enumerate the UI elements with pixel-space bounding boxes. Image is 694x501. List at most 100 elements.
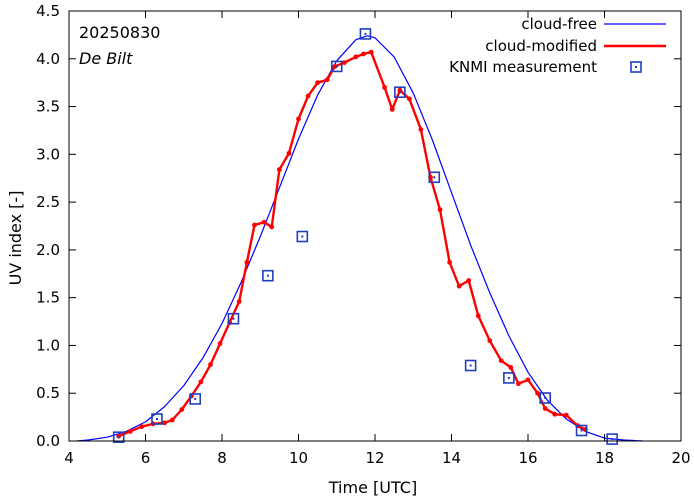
y-tick-label: 3.5 (36, 98, 60, 116)
cloud-modified-point (516, 381, 521, 387)
cloud-modified-point (305, 93, 311, 99)
y-tick-label: 2.0 (36, 241, 60, 259)
x-tick-label: 10 (289, 449, 308, 467)
cloud-modified-point (382, 85, 387, 90)
cloud-modified-point (244, 259, 250, 265)
cloud-modified-point (475, 313, 481, 319)
knmi-measurement-dot (469, 364, 472, 367)
tick-labels-layer: 4 6 8 10 12 14 16 18 20 0.0 0.5 1.0 1.5 2.0 2.5 3.0 3.5 4… (36, 2, 690, 467)
location-annotation: De Bilt (79, 49, 133, 68)
knmi-measurement-point (112, 431, 125, 443)
x-tick-label: 4 (64, 449, 74, 467)
knmi-measurement-point (503, 372, 515, 384)
cloud-modified-point (217, 341, 223, 346)
cloud-modified-point (208, 362, 213, 367)
knmi-measurement-point (394, 86, 406, 99)
cloud-modified-point (353, 54, 359, 60)
knmi-measurement-point (359, 28, 372, 40)
knmi-measurement-dot (301, 235, 304, 238)
knmi-measurement-point (262, 269, 274, 282)
knmi-measurement-dot (335, 65, 338, 68)
cloud-modified-point (361, 51, 366, 57)
knmi-measurement-point (227, 312, 240, 325)
knmi-measurement-point (575, 424, 588, 437)
legend-swatch-knmi-measurement (630, 61, 642, 73)
cloud-modified-point (552, 411, 558, 417)
x-axis-title: Time [UTC] (328, 478, 417, 497)
y-tick-label: 1.0 (36, 336, 60, 354)
knmi-measurement-dot (194, 397, 197, 400)
knmi-measurement-dot (611, 438, 614, 441)
ticks-layer (68, 10, 682, 442)
cloud-modified-point (487, 338, 493, 344)
knmi-measurement-point (189, 393, 202, 405)
cloud-modified-point (368, 49, 374, 55)
cloud-modified-point (276, 167, 282, 173)
cloud-modified-point (127, 429, 133, 434)
cloud-modified-point (169, 417, 175, 423)
x-tick-label: 18 (595, 449, 614, 467)
cloud-modified-point (498, 358, 504, 364)
knmi-measurement-point (428, 171, 441, 184)
y-tick-label: 3.0 (36, 145, 60, 163)
knmi-measurement-point (151, 413, 163, 425)
cloud-modified-point (397, 87, 403, 93)
cloud-modified-point (324, 77, 330, 83)
knmi-measurement-dot (580, 429, 583, 432)
x-tick-label: 8 (217, 449, 227, 467)
cloud-modified-point (261, 219, 267, 225)
y-tick-label: 4.0 (36, 50, 60, 68)
legend-label-cloud-modified: cloud-modified (485, 37, 597, 55)
legend: cloud-free cloud-modified KNMI measureme… (449, 15, 666, 76)
legend-swatch-knmi-dot (635, 66, 637, 68)
cloud-modified-point (447, 259, 452, 265)
cloud-modified-point (535, 390, 540, 396)
cloud-modified-point (286, 150, 292, 156)
knmi-measurement-point (606, 433, 618, 445)
knmi-measurement-point (296, 230, 309, 243)
knmi-measurement-point (330, 60, 343, 73)
cloud-modified-point (407, 96, 412, 102)
cloud-modified-point (269, 224, 275, 230)
legend-label-cloud-free: cloud-free (521, 15, 597, 33)
knmi-measurement-dot (398, 91, 401, 94)
cloud-modified-point (198, 379, 204, 385)
cloud-modified-point (252, 222, 257, 228)
cloud-modified-point (139, 424, 145, 430)
cloud-modified-point (315, 80, 321, 86)
y-tick-label: 1.5 (36, 289, 60, 307)
knmi-measurement-point (539, 392, 552, 404)
y-tick-label: 0.0 (36, 432, 60, 450)
series-line-cloud-free (76, 35, 643, 442)
cloud-modified-point (236, 299, 242, 304)
cloud-modified-point (525, 377, 531, 383)
y-axis-title: UV index [-] (6, 191, 25, 286)
x-tick-label: 6 (141, 449, 151, 467)
y-tick-label: 4.5 (36, 2, 60, 20)
knmi-measurement-point (464, 359, 477, 372)
knmi-measurement-dot (266, 274, 269, 277)
cloud-modified-point (162, 420, 168, 426)
cloud-modified-point (456, 283, 462, 289)
series-layer (76, 28, 643, 445)
x-tick-label: 14 (442, 449, 461, 467)
cloud-modified-point (466, 278, 472, 283)
knmi-measurement-dot (232, 317, 235, 320)
knmi-measurement-dot (364, 32, 367, 35)
legend-label-knmi-measurement: KNMI measurement (449, 58, 597, 76)
x-tick-label: 12 (365, 449, 384, 467)
cloud-modified-point (418, 127, 424, 132)
cloud-modified-point (508, 365, 514, 370)
knmi-measurement-dot (117, 436, 120, 439)
cloud-modified-point (389, 107, 395, 112)
knmi-measurement-dot (433, 176, 436, 179)
cloud-modified-point (296, 116, 301, 122)
knmi-measurement-dot (507, 376, 510, 379)
cloud-modified-point (563, 412, 569, 418)
cloud-modified-point (332, 64, 338, 69)
knmi-measurement-dot (155, 418, 158, 421)
cloud-modified-point (179, 407, 185, 412)
date-annotation: 20250830 (79, 23, 160, 42)
